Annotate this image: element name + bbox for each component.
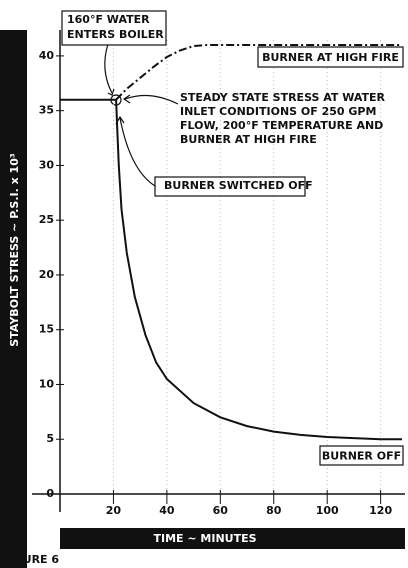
y-tick-label: 20 (39, 268, 55, 281)
x-tick-label: 40 (159, 504, 175, 517)
legend-label: BURNER AT HIGH FIRE (262, 51, 399, 64)
line (115, 44, 402, 101)
arrow (119, 117, 156, 187)
annotation-text: FLOW, 200°F TEMPERATURE AND (180, 119, 383, 132)
x-tick-label: 60 (213, 504, 229, 517)
figure-label: FIGURE 6 (2, 553, 59, 566)
x-tick-label: 20 (106, 504, 122, 517)
annotation-text: INLET CONDITIONS OF 250 GPM (180, 105, 376, 118)
x-tick-label: 80 (266, 504, 282, 517)
y-tick-label: 15 (39, 323, 54, 336)
annotation-text: BURNER SWITCHED OFF (164, 179, 313, 192)
y-tick-label: 35 (39, 104, 54, 117)
annotation-text: STEADY STATE STRESS AT WATER (180, 91, 386, 104)
line (115, 99, 402, 441)
legend-box (319, 445, 404, 466)
arrow (104, 43, 113, 94)
legend-label: BURNER OFF (322, 450, 401, 463)
arrow-head (107, 88, 115, 96)
y-tick-label: 5 (46, 432, 54, 445)
legend-box (257, 46, 404, 68)
y-tick-label: 10 (39, 377, 55, 390)
y-tick-label: 0 (46, 487, 54, 500)
arrow-head (122, 94, 131, 104)
y-tick-label: 30 (39, 158, 55, 171)
x-axis-label: TIME ~ MINUTES (153, 532, 256, 545)
annotation-box (61, 10, 167, 46)
y-tick-label: 25 (39, 213, 54, 226)
annotation-box (154, 176, 306, 197)
annotation-text: BURNER AT HIGH FIRE (180, 133, 317, 146)
annotation-text: ENTERS BOILER (67, 28, 164, 41)
x-tick-label: 100 (316, 504, 339, 517)
x-tick-label: 120 (369, 504, 392, 517)
x-label-bar (60, 528, 405, 549)
y-axis-label: STAYBOLT STRESS ~ P.S.I. x 10³ (8, 153, 21, 347)
y-tick-label: 40 (39, 49, 55, 62)
annotation-text: 160°F WATER (67, 13, 150, 26)
y-label-bar (0, 30, 27, 568)
arrow (124, 94, 179, 105)
